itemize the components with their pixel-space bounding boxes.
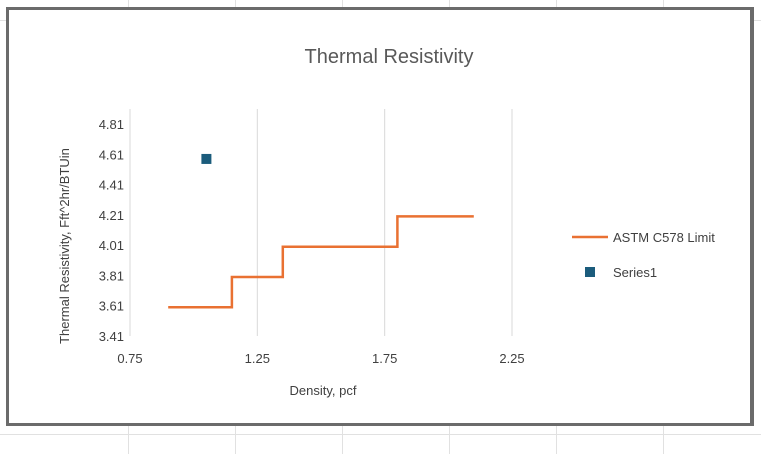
y-tick-label: 3.61 [99, 299, 124, 314]
y-tick-label: 3.81 [99, 268, 124, 283]
series-line-astm-c578-limit [168, 215, 474, 309]
series1-point [201, 153, 212, 164]
legend[interactable]: ASTM C578 Limit Series1 [572, 230, 715, 280]
x-tick-label: 1.75 [372, 351, 397, 366]
x-tick-label: 1.25 [245, 351, 270, 366]
chart-area[interactable]: Thermal Resistivity Density, pcf Thermal… [6, 7, 754, 426]
legend-entry-label: Series1 [613, 265, 657, 280]
x-axis-label: Density, pcf [290, 383, 357, 398]
x-tick-label: 0.75 [117, 351, 142, 366]
y-tick-label: 4.21 [99, 208, 124, 223]
y-tick-label: 4.81 [99, 117, 124, 132]
legend-entry-label: ASTM C578 Limit [613, 230, 715, 245]
y-tick-label: 3.41 [99, 329, 124, 344]
legend-swatch-marker [585, 267, 595, 277]
sheet-gridline [0, 434, 761, 435]
y-tick-label: 4.61 [99, 147, 124, 162]
x-tick-label: 2.25 [499, 351, 524, 366]
y-tick-label: 4.41 [99, 178, 124, 193]
chart-canvas: Thermal Resistivity Density, pcf Thermal… [57, 46, 715, 398]
plot-gridlines [129, 109, 513, 336]
chart-title: Thermal Resistivity [305, 46, 474, 68]
y-tick-label: 4.01 [99, 238, 124, 253]
tick-labels: 0.75 1.25 1.75 2.25 3.41 3.61 3.81 4.01 4.21 4.41… [99, 117, 525, 366]
series-layer [168, 153, 474, 309]
y-axis-label: Thermal Resistivity, Fft^2hr/BTUin [57, 148, 72, 344]
